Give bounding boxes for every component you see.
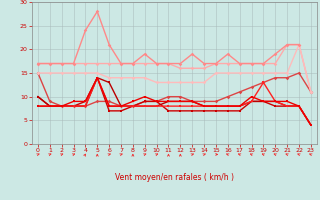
- X-axis label: Vent moyen/en rafales ( km/h ): Vent moyen/en rafales ( km/h ): [115, 173, 234, 182]
